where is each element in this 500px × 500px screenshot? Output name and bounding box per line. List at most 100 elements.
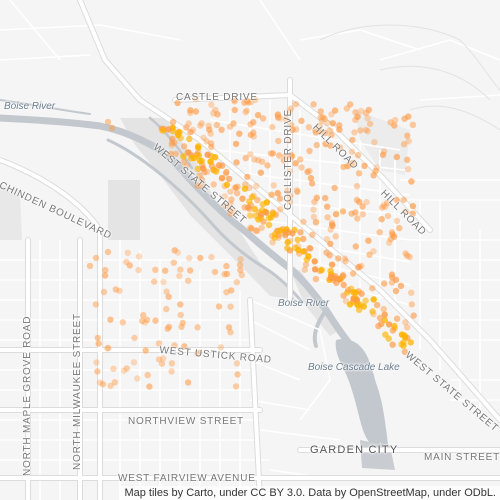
data-point [228, 287, 235, 294]
data-point [211, 268, 219, 276]
data-point [269, 150, 276, 157]
data-point [192, 95, 199, 103]
data-point [135, 253, 143, 260]
data-point [305, 124, 313, 131]
data-point [382, 331, 389, 338]
data-point [310, 213, 318, 221]
data-point [276, 152, 283, 159]
data-point [341, 255, 348, 262]
data-point [179, 319, 186, 327]
data-point [313, 194, 320, 201]
data-point [116, 287, 123, 294]
data-point [143, 316, 151, 323]
data-point [298, 117, 305, 125]
data-point [175, 131, 182, 139]
data-point [286, 108, 293, 115]
data-point [194, 165, 202, 173]
data-point [254, 196, 261, 204]
data-point [392, 116, 399, 124]
data-point [353, 183, 361, 190]
data-point [306, 167, 313, 175]
data-point [140, 312, 147, 319]
data-point [247, 151, 254, 158]
data-point [359, 211, 366, 218]
data-point [369, 285, 376, 292]
data-point [222, 202, 229, 209]
terrain-lines [319, 24, 500, 131]
data-point [373, 301, 381, 309]
data-point [352, 243, 359, 250]
data-point [251, 205, 258, 213]
data-point [155, 356, 163, 363]
data-point [284, 245, 291, 252]
data-point [238, 271, 245, 279]
data-point [409, 210, 416, 217]
data-point [382, 203, 389, 210]
data-point [354, 264, 362, 271]
data-point [197, 122, 204, 129]
data-point [379, 151, 387, 158]
data-point [352, 289, 359, 296]
data-point [405, 138, 412, 145]
data-point [241, 185, 249, 192]
data-point [392, 276, 400, 283]
data-point [381, 311, 388, 318]
data-point [107, 382, 114, 390]
data-point [353, 296, 360, 303]
data-point [295, 246, 302, 254]
data-point [223, 270, 231, 278]
data-point [322, 140, 329, 148]
data-point [131, 334, 138, 342]
data-point [214, 111, 221, 118]
data-point [254, 111, 262, 119]
data-point [257, 169, 264, 176]
data-point [385, 321, 393, 328]
data-point [324, 214, 331, 221]
data-point [332, 273, 339, 280]
data-point [362, 297, 369, 304]
data-point [187, 107, 194, 114]
data-point [216, 162, 223, 169]
data-point [410, 312, 417, 319]
data-point [183, 124, 190, 131]
data-point [345, 286, 352, 294]
data-point [318, 266, 325, 274]
data-point [311, 258, 318, 265]
data-point [171, 342, 178, 349]
boise-cascade-lake [335, 338, 382, 447]
data-point [123, 365, 130, 372]
data-point [192, 108, 200, 115]
data-point [332, 211, 340, 218]
data-point [94, 334, 102, 342]
data-point [397, 282, 405, 289]
data-point [364, 115, 371, 122]
data-point [267, 150, 274, 157]
data-point [383, 199, 391, 207]
data-point [381, 280, 388, 287]
data-point [232, 184, 239, 191]
data-point [101, 272, 109, 279]
data-point [405, 166, 412, 173]
data-point [400, 196, 407, 204]
data-point [177, 301, 184, 308]
data-point [158, 360, 166, 367]
data-point [288, 121, 295, 129]
data-point [354, 113, 361, 120]
data-point [250, 133, 257, 140]
data-point [232, 383, 240, 390]
map-attribution[interactable]: Map tiles by Carto, under CC BY 3.0. Dat… [120, 486, 500, 500]
data-point [286, 168, 293, 175]
data-point [300, 218, 307, 225]
data-point [366, 251, 373, 258]
data-point [376, 229, 383, 236]
data-point [366, 120, 374, 128]
data-point [378, 204, 386, 211]
data-point [310, 101, 317, 108]
data-point [408, 289, 415, 296]
data-point [233, 279, 240, 286]
data-point [363, 198, 370, 206]
data-point [177, 311, 184, 319]
data-point [306, 147, 313, 155]
data-point [237, 267, 244, 274]
